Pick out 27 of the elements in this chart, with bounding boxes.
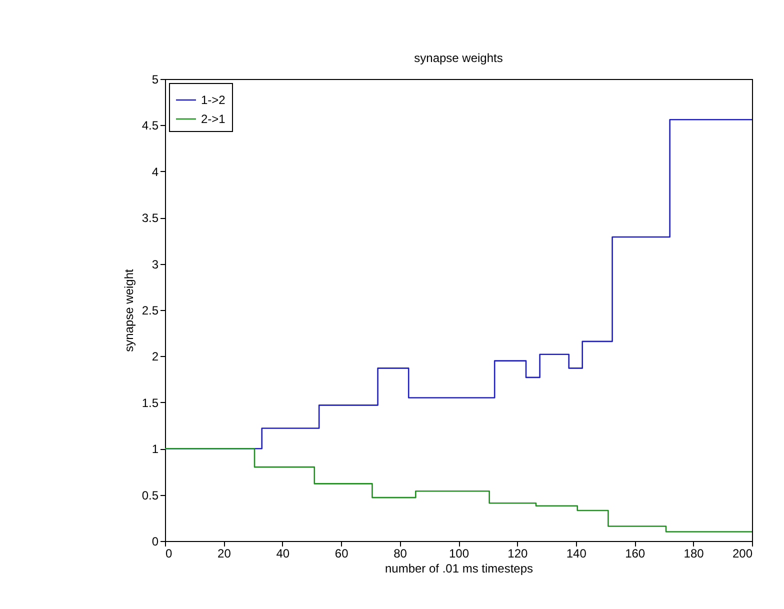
y-tick-label: 0 bbox=[152, 534, 159, 548]
x-tick-label: 100 bbox=[448, 546, 470, 560]
x-tick-label: 200 bbox=[732, 546, 753, 560]
y-tick-label: 4 bbox=[152, 164, 159, 179]
x-tick-label: 0 bbox=[166, 546, 172, 560]
chart-title: synapse weights bbox=[414, 51, 503, 65]
y-tick-label: 3.5 bbox=[142, 211, 159, 226]
x-tick-label: 160 bbox=[625, 546, 646, 560]
x-tick-label: 180 bbox=[684, 546, 704, 560]
legend-label: 2->1 bbox=[201, 112, 226, 126]
x-tick-label: 40 bbox=[276, 546, 290, 560]
y-tick-label: 2 bbox=[152, 350, 159, 364]
y-tick-label: 1 bbox=[152, 442, 159, 456]
x-axis-title: number of .01 ms timesteps bbox=[384, 562, 534, 576]
x-tick-label: 140 bbox=[566, 546, 587, 560]
x-tick-label: 80 bbox=[394, 546, 408, 560]
x-tick-label: 20 bbox=[218, 546, 232, 560]
y-tick-label: 2.5 bbox=[142, 304, 159, 318]
legend-label: 1->2 bbox=[201, 93, 226, 107]
y-tick-label: 0.5 bbox=[142, 488, 159, 502]
x-tick-label: 60 bbox=[334, 546, 349, 560]
y-tick-label: 1.5 bbox=[142, 396, 159, 410]
y-tick-label: 5 bbox=[152, 72, 159, 86]
y-tick-label: 4.5 bbox=[142, 118, 159, 133]
y-tick-label: 3 bbox=[152, 257, 159, 272]
x-tick-label: 120 bbox=[508, 546, 528, 560]
y-axis-title: synapse weight bbox=[122, 268, 136, 352]
